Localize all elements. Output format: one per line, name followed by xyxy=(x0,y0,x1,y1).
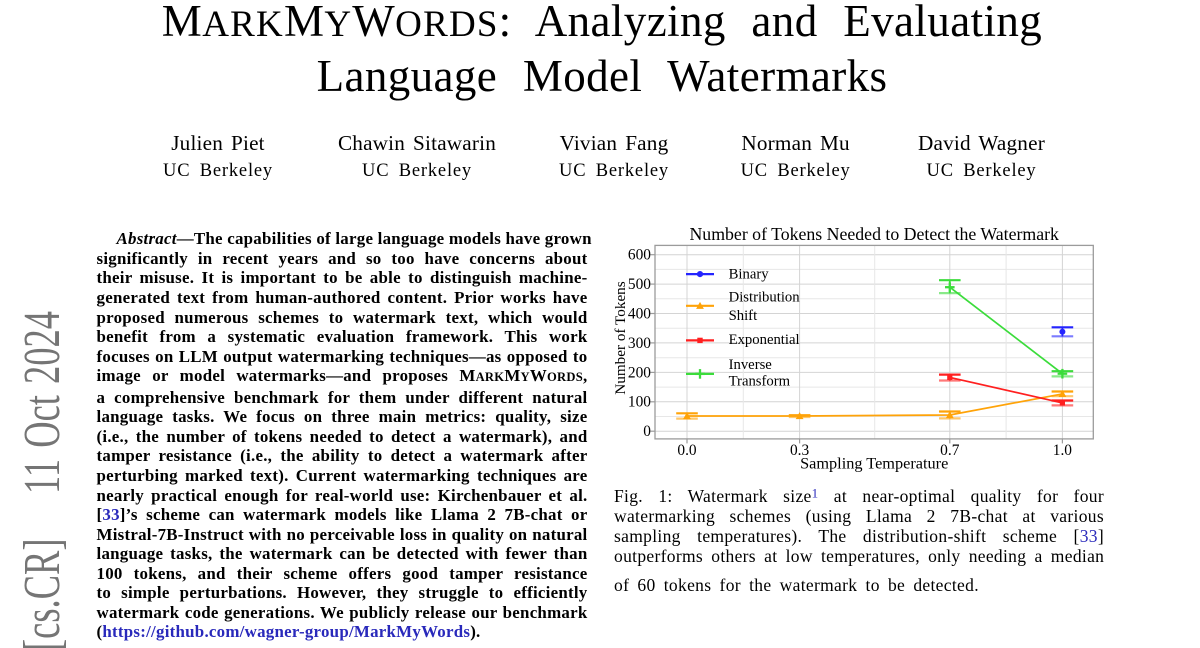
svg-text:[cs.CR] 11 Oct 2024: [cs.CR] 11 Oct 2024 xyxy=(13,311,71,648)
svg-text:0.3: 0.3 xyxy=(790,442,810,459)
svg-text:Shift: Shift xyxy=(729,308,758,324)
svg-text:1.0: 1.0 xyxy=(1053,442,1073,459)
svg-text:Distribution: Distribution xyxy=(729,290,801,306)
svg-text:100: 100 xyxy=(628,394,651,411)
svg-text:400: 400 xyxy=(628,306,651,323)
svg-text:Number of Tokens: Number of Tokens xyxy=(612,281,629,394)
svg-text:Exponential: Exponential xyxy=(729,332,800,348)
svg-text:Number of Tokens Needed to Det: Number of Tokens Needed to Detect the Wa… xyxy=(689,224,1059,244)
svg-text:0.7: 0.7 xyxy=(940,442,960,459)
svg-text:500: 500 xyxy=(628,276,651,293)
svg-text:300: 300 xyxy=(628,335,651,352)
svg-text:Transform: Transform xyxy=(729,373,791,389)
svg-text:Sampling Temperature: Sampling Temperature xyxy=(800,453,948,472)
svg-text:600: 600 xyxy=(628,247,651,264)
svg-text:Inverse: Inverse xyxy=(729,357,773,373)
svg-text:0: 0 xyxy=(643,423,651,440)
svg-text:200: 200 xyxy=(628,364,651,381)
svg-text:0.0: 0.0 xyxy=(677,442,697,459)
svg-text:Binary: Binary xyxy=(729,266,770,282)
